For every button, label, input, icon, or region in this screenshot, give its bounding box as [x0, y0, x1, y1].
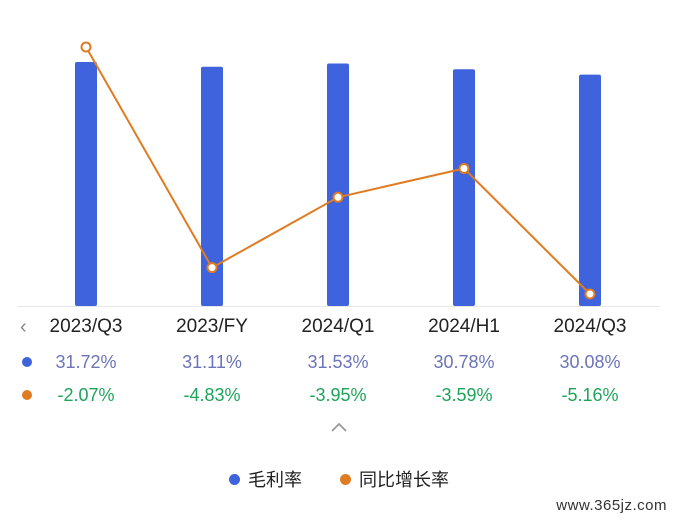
gross-margin-value: 31.72% [55, 352, 117, 372]
category-label: 2024/Q3 [553, 316, 627, 337]
bar-2024/Q3[interactable] [579, 74, 601, 306]
line-point-2024/Q3[interactable] [584, 288, 596, 300]
gross-margin-value: 31.11% [182, 352, 242, 372]
category-label: 2024/Q1 [301, 316, 375, 337]
growth-rate-value: -4.83% [183, 385, 241, 405]
line-point-2023/FY[interactable] [206, 262, 218, 274]
category-label: 2023/Q3 [49, 316, 123, 337]
legend-item-gross-margin[interactable]: 毛利率 [229, 466, 302, 492]
legend-label: 毛利率 [248, 470, 302, 490]
gross-margin-marker [22, 357, 32, 367]
legend-label: 同比增长率 [359, 470, 449, 490]
legend-swatch-orange [340, 473, 351, 485]
growth-rate-values: -2.07% -4.83% -3.95% -3.59% -5.16% [0, 380, 678, 410]
gross-margin-value: 30.08% [559, 352, 621, 372]
gross-margin-value: 30.78% [433, 352, 495, 372]
growth-rate-value: -3.95% [309, 385, 367, 405]
bar-2024/H1[interactable] [453, 69, 475, 306]
category-labels: 2023/Q3 2023/FY 2024/Q1 2024/H1 2024/Q3 [0, 312, 678, 342]
watermark: www.365jz.com [553, 497, 670, 514]
growth-rate-value: -2.07% [57, 385, 115, 405]
gross-margin-values: 31.72% 31.11% 31.53% 30.78% 30.08% [0, 347, 678, 377]
legend: 毛利率 同比增长率 [0, 466, 678, 492]
line-point-2024/Q1[interactable] [332, 191, 344, 203]
bar-2024/Q1[interactable] [327, 63, 349, 306]
bar-2023/Q3[interactable] [75, 62, 97, 306]
legend-swatch-blue [229, 473, 240, 485]
growth-rate-value: -3.59% [435, 385, 493, 405]
legend-item-growth-rate[interactable]: 同比增长率 [340, 466, 449, 492]
chevron-up-icon[interactable] [329, 420, 349, 434]
category-label: 2024/H1 [428, 316, 500, 337]
category-label: 2023/FY [176, 316, 248, 337]
chevron-left-icon[interactable]: ‹ [20, 316, 27, 338]
gross-margin-value: 31.53% [307, 352, 369, 372]
line-point-2023/Q3[interactable] [80, 41, 92, 53]
bar-2023/FY[interactable] [201, 66, 223, 306]
chart-plot-area [18, 41, 660, 307]
growth-rate-marker [22, 390, 32, 400]
line-point-2024/H1[interactable] [458, 163, 470, 175]
growth-rate-value: -5.16% [561, 385, 619, 405]
